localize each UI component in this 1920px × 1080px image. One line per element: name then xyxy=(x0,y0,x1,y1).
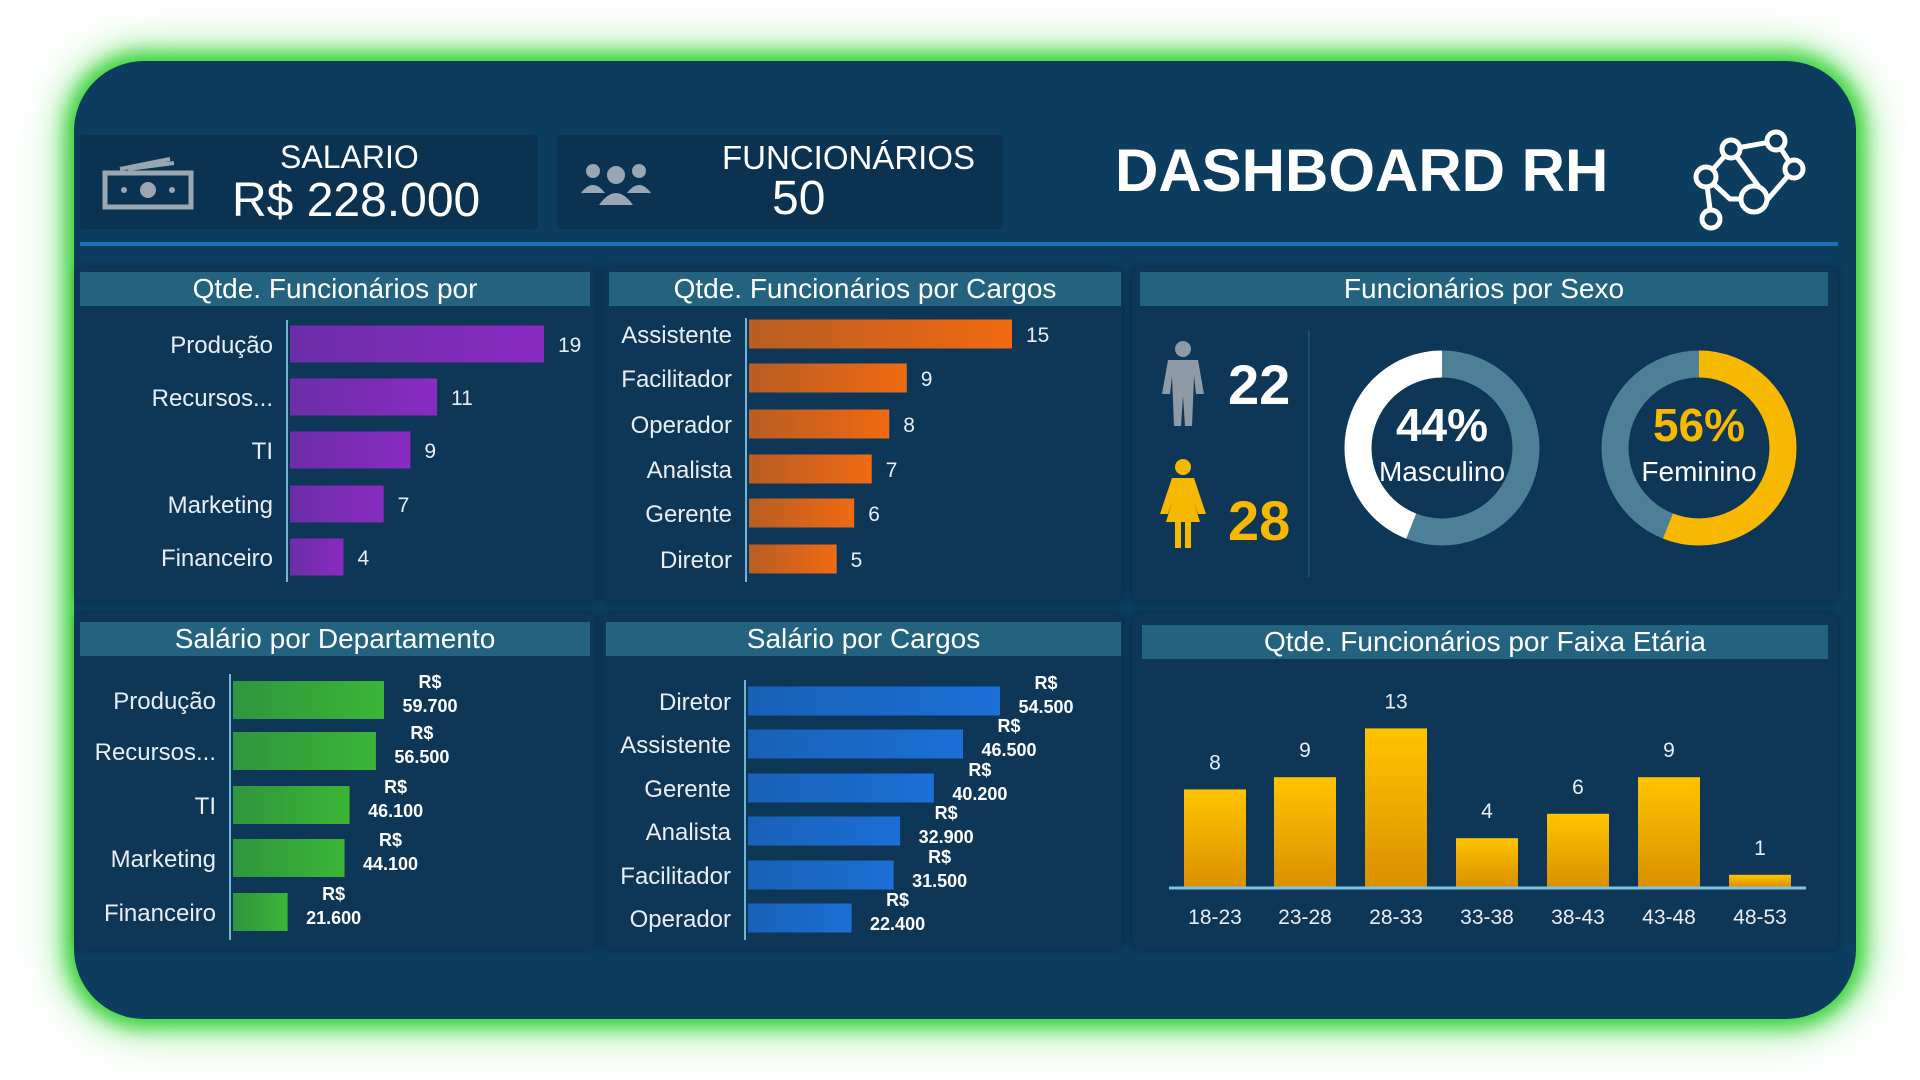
employees-kpi-card: FUNCIONÁRIOS 50 xyxy=(557,135,1003,229)
dept-salary-panel xyxy=(76,614,596,949)
gender-title: Funcionários por Sexo xyxy=(1140,272,1828,306)
page-title: DASHBOARD RH xyxy=(1115,137,1609,204)
role-salary-panel xyxy=(603,614,1122,949)
female-percent: 56% xyxy=(1652,399,1746,451)
gender-donuts xyxy=(1344,350,1797,546)
money-icon xyxy=(102,157,194,210)
header-divider xyxy=(80,242,1838,246)
employees-value: 50 xyxy=(772,172,826,225)
dept-count-panel xyxy=(76,268,596,601)
female-donut-arc xyxy=(1601,350,1797,546)
male-label: Masculino xyxy=(1378,456,1506,487)
role-count-panel xyxy=(603,268,1122,601)
salary-label: SALARIO xyxy=(280,139,419,175)
gender-panel xyxy=(1132,268,1838,601)
employees-label: FUNCIONÁRIOS xyxy=(722,139,976,176)
age-title: Qtde. Funcionários por Faixa Etária xyxy=(1142,625,1828,659)
salary-kpi-card: SALARIO R$ 228.000 xyxy=(80,135,538,229)
female-count: 28 xyxy=(1228,489,1291,552)
female-icon xyxy=(1160,459,1206,548)
salary-value: R$ 228.000 xyxy=(232,174,481,227)
role-salary-title: Salário por Cargos xyxy=(606,622,1121,656)
age-panel xyxy=(1132,614,1838,949)
gender-divider xyxy=(1308,331,1310,577)
network-people-icon xyxy=(1693,129,1806,231)
male-count: 22 xyxy=(1228,353,1291,416)
role-count-title: Qtde. Funcionários por Cargos xyxy=(609,272,1121,306)
female-label: Feminino xyxy=(1641,456,1757,487)
male-icon xyxy=(1162,341,1204,426)
dept-count-title: Qtde. Funcionários por xyxy=(80,272,590,306)
male-donut-arc xyxy=(1344,350,1540,546)
male-percent: 44% xyxy=(1395,399,1489,451)
dept-salary-title: Salário por Departamento xyxy=(80,622,590,656)
people-group-icon xyxy=(581,164,651,205)
